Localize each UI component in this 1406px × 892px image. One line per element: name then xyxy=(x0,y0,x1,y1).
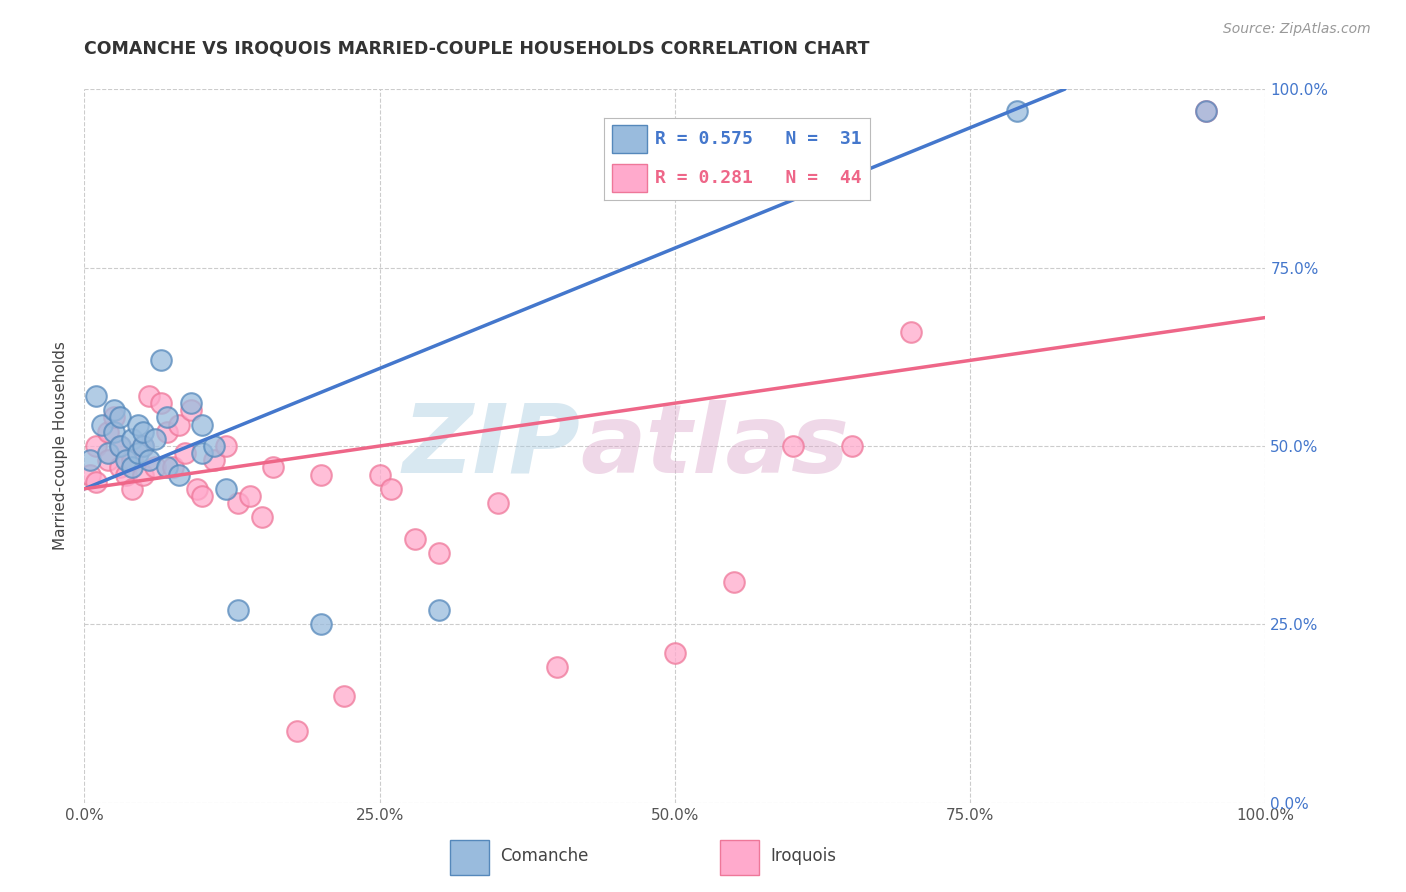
Point xyxy=(97,446,120,460)
Point xyxy=(138,389,160,403)
Point xyxy=(427,603,450,617)
Bar xyxy=(720,840,759,875)
Point xyxy=(97,453,120,467)
Point xyxy=(173,446,195,460)
Point xyxy=(202,453,225,467)
Point xyxy=(486,496,509,510)
Point xyxy=(841,439,863,453)
Point xyxy=(664,646,686,660)
Point xyxy=(132,467,155,482)
Point xyxy=(186,482,208,496)
Point xyxy=(191,417,214,432)
Point xyxy=(121,453,143,467)
Text: ZIP: ZIP xyxy=(402,400,581,492)
Point xyxy=(250,510,273,524)
Point xyxy=(723,574,745,589)
Point xyxy=(215,439,238,453)
Point xyxy=(162,460,184,475)
Point xyxy=(103,425,125,439)
Point xyxy=(404,532,426,546)
Point xyxy=(143,432,166,446)
Bar xyxy=(450,840,489,875)
Point xyxy=(226,496,249,510)
Point xyxy=(127,446,149,460)
Point xyxy=(108,460,131,475)
Point xyxy=(191,446,214,460)
Point xyxy=(103,403,125,417)
Point xyxy=(150,396,173,410)
Point xyxy=(546,660,568,674)
Point xyxy=(285,724,308,739)
Bar xyxy=(612,125,647,153)
Point xyxy=(427,546,450,560)
Point xyxy=(79,453,101,467)
Point xyxy=(215,482,238,496)
Point xyxy=(132,439,155,453)
Point xyxy=(108,410,131,425)
Text: R = 0.281   N =  44: R = 0.281 N = 44 xyxy=(655,169,860,186)
Text: Source: ZipAtlas.com: Source: ZipAtlas.com xyxy=(1223,22,1371,37)
Point xyxy=(150,353,173,368)
Point xyxy=(167,417,190,432)
Point xyxy=(108,439,131,453)
Point xyxy=(127,417,149,432)
Point xyxy=(239,489,262,503)
Point xyxy=(91,417,114,432)
Y-axis label: Married-couple Households: Married-couple Households xyxy=(53,342,69,550)
Point xyxy=(782,439,804,453)
Point xyxy=(138,453,160,467)
Text: Comanche: Comanche xyxy=(501,847,589,865)
Point xyxy=(84,439,107,453)
Point xyxy=(108,439,131,453)
Point xyxy=(121,460,143,475)
Point xyxy=(309,467,332,482)
Point xyxy=(143,460,166,475)
Point xyxy=(180,403,202,417)
Point xyxy=(103,410,125,425)
Point xyxy=(226,603,249,617)
Point xyxy=(202,439,225,453)
Text: COMANCHE VS IROQUOIS MARRIED-COUPLE HOUSEHOLDS CORRELATION CHART: COMANCHE VS IROQUOIS MARRIED-COUPLE HOUS… xyxy=(84,40,870,58)
Point xyxy=(156,425,179,439)
Point xyxy=(84,389,107,403)
Point xyxy=(167,467,190,482)
Point xyxy=(262,460,284,475)
Text: atlas: atlas xyxy=(581,400,849,492)
Point xyxy=(132,425,155,439)
Point xyxy=(333,689,356,703)
Point xyxy=(97,425,120,439)
Point xyxy=(180,396,202,410)
Point xyxy=(114,467,136,482)
Bar xyxy=(612,164,647,192)
Point xyxy=(121,482,143,496)
Text: R = 0.575   N =  31: R = 0.575 N = 31 xyxy=(655,130,860,148)
Point xyxy=(900,325,922,339)
Point xyxy=(132,439,155,453)
Point xyxy=(1007,103,1029,118)
Point xyxy=(368,467,391,482)
Point xyxy=(380,482,402,496)
Point xyxy=(1195,103,1218,118)
Point xyxy=(156,410,179,425)
Point xyxy=(156,460,179,475)
Point xyxy=(1195,103,1218,118)
Point xyxy=(121,432,143,446)
Point xyxy=(84,475,107,489)
Point xyxy=(79,467,101,482)
Point xyxy=(309,617,332,632)
Point xyxy=(114,453,136,467)
Point xyxy=(191,489,214,503)
Text: Iroquois: Iroquois xyxy=(770,847,837,865)
